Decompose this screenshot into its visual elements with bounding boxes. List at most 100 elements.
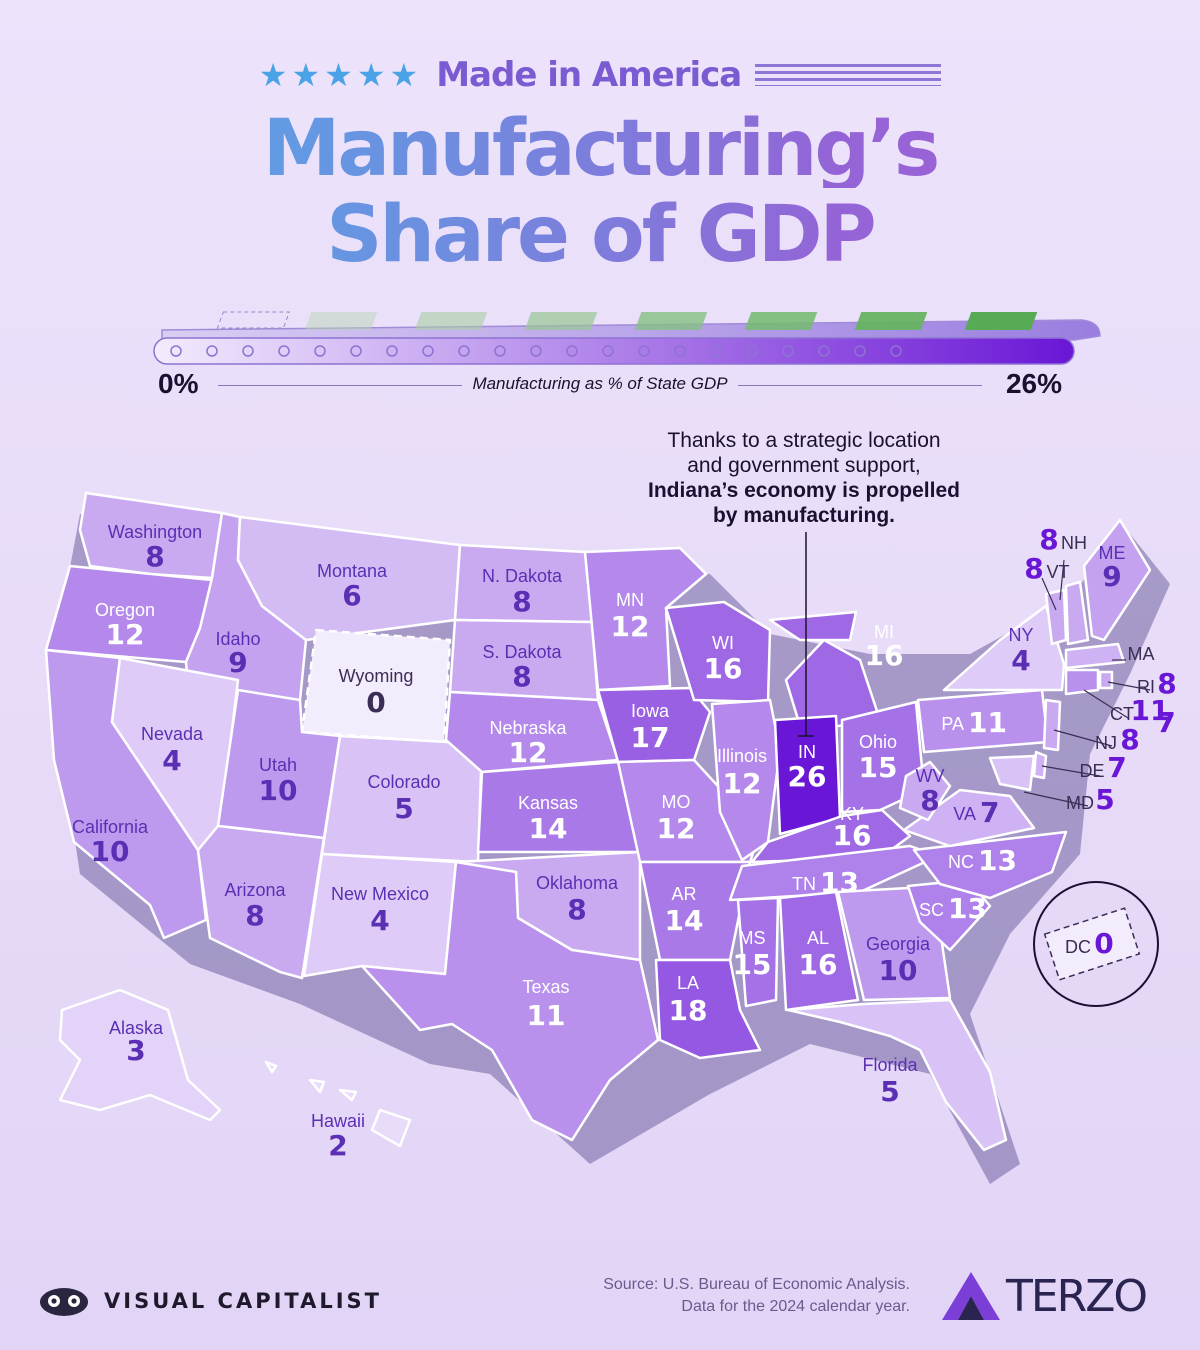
state-name-de: DE [1079, 761, 1104, 781]
state-name-co: Colorado [367, 772, 440, 792]
state-value-ca: 10 [91, 835, 130, 868]
state-value-mo: 12 [657, 812, 696, 845]
state-labels: Washington8Oregon12California10Idaho9Nev… [72, 522, 1177, 1162]
state-ct [1064, 668, 1100, 696]
state-me [1082, 518, 1152, 642]
state-name-pa: PA [941, 714, 964, 734]
state-value-la: 18 [669, 994, 708, 1027]
state-name-wv: WV [916, 766, 945, 786]
state-vt [1044, 588, 1068, 646]
state-nh [1064, 580, 1090, 646]
state-value-pa: 11 [968, 706, 1007, 739]
state-name-ks: Kansas [518, 793, 578, 813]
state-name-ia: Iowa [631, 701, 670, 721]
state-name-wy: Wyoming [339, 666, 414, 686]
state-ia [596, 686, 712, 764]
terzo-logo: TERZO [940, 1270, 1148, 1322]
state-name-az: Arizona [224, 880, 286, 900]
state-value-ks: 14 [529, 812, 568, 845]
state-name-mi: MI [874, 622, 894, 642]
state-value-ia: 17 [631, 721, 670, 754]
legend-axis: 0% Manufacturing as % of State GDP 26% [0, 368, 1200, 404]
state-name-ut: Utah [259, 755, 297, 775]
state-name-ok: Oklahoma [536, 873, 619, 893]
stars-icon: ★★★★★ [258, 57, 423, 93]
source-line-1: Source: U.S. Bureau of Economic Analysis… [603, 1276, 910, 1293]
page-title-line-1: Manufacturing’s [0, 110, 1200, 188]
state-md [988, 754, 1036, 792]
state-al [778, 890, 860, 1012]
annotation-line-1: Thanks to a strategic location [667, 429, 941, 452]
dc-inset-circle [1033, 881, 1159, 1007]
legend-min-label: 0% [158, 368, 199, 399]
state-fl [786, 998, 1008, 1152]
state-name-mo: MO [662, 792, 691, 812]
state-value-ms: 15 [733, 948, 772, 981]
state-name-wi: WI [712, 633, 734, 653]
leader-line [1107, 681, 1151, 691]
state-value-ne: 12 [509, 736, 548, 769]
state-name-nh: NH [1061, 533, 1087, 553]
state-ny [942, 604, 1066, 692]
state-name-or: Oregon [95, 600, 155, 620]
state-wv [898, 760, 952, 822]
state-value-ak: 3 [126, 1034, 145, 1067]
state-ky [750, 808, 912, 864]
state-ak [58, 988, 222, 1122]
state-value-nj: 8 [1120, 723, 1139, 756]
state-name-sc: SC [919, 900, 944, 920]
leader-line [1041, 577, 1057, 611]
state-value-al: 16 [799, 948, 838, 981]
state-dc [1043, 907, 1141, 981]
state-name-tn: TN [792, 874, 816, 894]
kicker: ★★★★★ Made in America [0, 55, 1200, 95]
state-value-nc: 13 [978, 844, 1017, 877]
state-tx [360, 860, 660, 1142]
state-name-sd: S. Dakota [482, 642, 562, 662]
state-value-mn: 12 [611, 610, 650, 643]
kicker-text: Made in America [436, 55, 742, 95]
leader-line [1023, 791, 1089, 807]
state-value-wa: 8 [145, 540, 164, 573]
leader-line [1083, 689, 1129, 719]
state-nj [1042, 698, 1062, 752]
state-name-nj: NJ [1095, 733, 1117, 753]
state-value-ky: 16 [833, 819, 872, 852]
state-value-sc: 13 [948, 892, 987, 925]
state-name-ne: Nebraska [489, 718, 567, 738]
legend-axis-label: Manufacturing as % of State GDP [462, 374, 738, 393]
vc-logo-icon [40, 1288, 88, 1316]
state-value-nh: 8 [1039, 523, 1058, 556]
state-nc [912, 830, 1068, 900]
state-value-ut: 10 [259, 774, 298, 807]
state-value-tn: 13 [820, 866, 859, 899]
source-line-2: Data for the 2024 calendar year. [681, 1298, 910, 1315]
state-value-id: 9 [228, 646, 247, 679]
leader-line [1041, 765, 1101, 777]
state-va [902, 788, 1036, 848]
state-value-in: 26 [788, 760, 827, 793]
state-value-dc: 0 [1094, 927, 1113, 960]
state-name-wa: Washington [108, 522, 202, 542]
state-ma [1064, 642, 1126, 670]
state-name-nm: New Mexico [331, 884, 429, 904]
state-value-ny: 4 [1011, 644, 1030, 677]
state-name-nv: Nevada [141, 724, 204, 744]
indiana-annotation: Thanks to a strategic location and gover… [594, 428, 1014, 528]
state-name-mt: Montana [317, 561, 388, 581]
annotation-line-3: Indiana’s economy is propelled [648, 479, 960, 502]
state-value-co: 5 [394, 792, 413, 825]
state-name-va: VA [953, 804, 976, 824]
state-value-vt: 8 [1024, 552, 1043, 585]
state-hi [264, 1060, 412, 1148]
state-name-al: AL [807, 928, 829, 948]
state-name-ri: RI [1137, 677, 1155, 697]
state-value-or: 12 [106, 618, 145, 651]
state-value-wv: 8 [920, 784, 939, 817]
state-name-nd: N. Dakota [482, 566, 563, 586]
state-value-il: 12 [723, 767, 762, 800]
state-name-id: Idaho [215, 629, 260, 649]
state-value-tx: 11 [527, 999, 566, 1032]
state-shapes [44, 491, 1152, 1152]
